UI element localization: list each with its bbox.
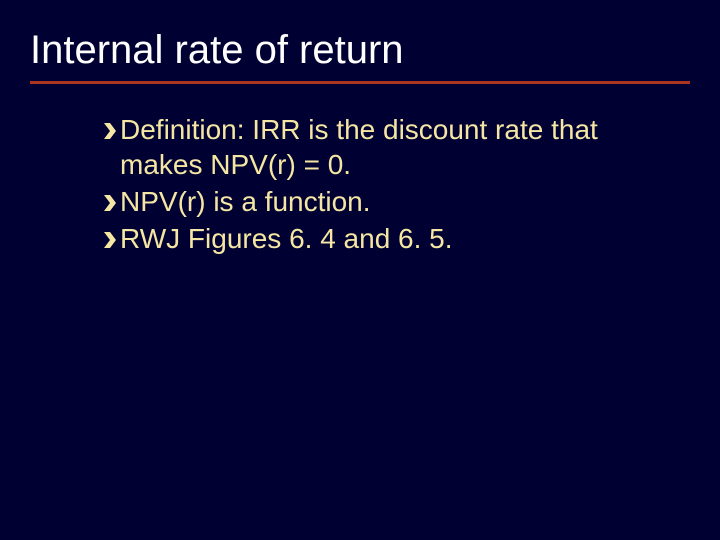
bullet-marker-icon [104,226,118,254]
bullet-item: Definition: IRR is the discount rate tha… [104,112,660,182]
title-container: Internal rate of return [0,0,720,73]
bullet-text: NPV(r) is a function. [120,184,371,219]
bullet-item: NPV(r) is a function. [104,184,660,219]
bullet-marker-icon [104,117,118,145]
bullet-text: Definition: IRR is the discount rate tha… [120,112,660,182]
slide-content: Definition: IRR is the discount rate tha… [0,84,720,256]
bullet-text: RWJ Figures 6. 4 and 6. 5. [120,221,453,256]
bullet-marker-icon [104,189,118,217]
bullet-item: RWJ Figures 6. 4 and 6. 5. [104,221,660,256]
slide-title: Internal rate of return [30,28,720,73]
slide-container: Internal rate of return Definition: IRR … [0,0,720,540]
